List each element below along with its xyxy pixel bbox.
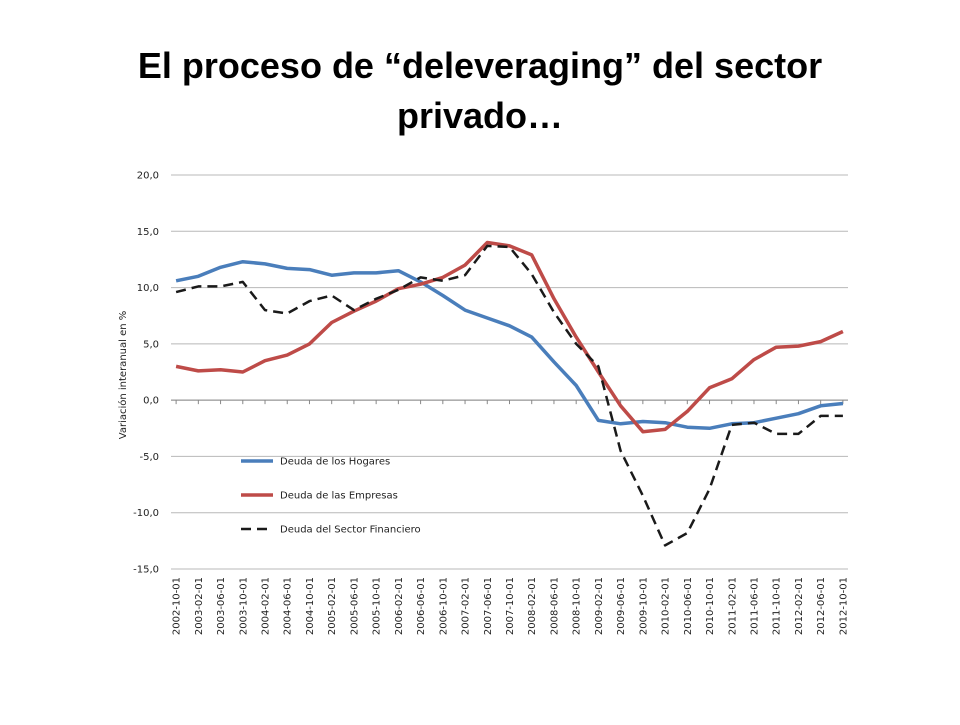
x-tick-label: 2008-10-01 [572,577,583,635]
x-tick-label: 2003-02-01 [194,577,205,635]
x-tick-label: 2012-10-01 [838,577,849,635]
y-tick-label: 15,0 [137,227,159,238]
y-tick-label: -5,0 [139,452,159,463]
x-tick-label: 2004-06-01 [283,577,294,635]
x-tick-label: 2005-10-01 [372,577,383,635]
x-tick-label: 2006-10-01 [438,577,449,635]
y-tick-label: 10,0 [137,283,159,294]
y-tick-label: 5,0 [143,339,159,350]
y-tick-label: 20,0 [137,171,159,182]
x-tick-label: 2007-06-01 [483,577,494,635]
x-tick-label: 2005-02-01 [327,577,338,635]
legend-label: Deuda de los Hogares [280,457,390,468]
x-tick-label: 2009-10-01 [638,577,649,635]
x-tick-label: 2012-06-01 [816,577,827,635]
x-tick-label: 2007-10-01 [505,577,516,635]
legend-label: Deuda de las Empresas [280,491,398,502]
line-series [175,240,844,434]
x-tick-label: 2011-02-01 [727,577,738,635]
y-tick-label: 0,0 [143,396,159,407]
x-tick-label: 2008-02-01 [527,577,538,635]
x-tick-label: 2010-10-01 [705,577,716,635]
x-tick-label: 2005-06-01 [349,577,360,635]
legend-label: Deuda del Sector Financiero [280,525,421,536]
x-tick-label: 2006-06-01 [416,577,427,635]
x-tick-label: 2011-06-01 [749,577,760,635]
x-tick-label: 2007-02-01 [461,577,472,635]
x-tick-label: 2004-02-01 [261,577,272,635]
y-axis-label: Variación interanual en % [117,311,129,439]
x-tick-label: 2012-02-01 [794,577,805,635]
x-tick-label: 2003-06-01 [216,577,227,635]
x-tick-label: 2004-10-01 [305,577,316,635]
x-tick-label: 2003-10-01 [238,577,249,635]
x-tick-label: 2006-02-01 [394,577,405,635]
y-tick-label: -10,0 [133,508,159,519]
x-tick-label: 2009-02-01 [594,577,605,635]
x-tick-label: 2010-02-01 [661,577,672,635]
chart-title: El proceso de “deleveraging” del sector p… [138,45,822,136]
x-tick-label: 2011-10-01 [772,577,783,635]
x-tick-label: 2009-06-01 [616,577,627,635]
line-series [175,244,843,547]
x-tick-label: 2008-06-01 [549,577,560,635]
x-tick-label: 2010-06-01 [683,577,694,635]
y-tick-label: -15,0 [133,565,159,576]
x-tick-label: 2002-10-01 [172,577,183,635]
